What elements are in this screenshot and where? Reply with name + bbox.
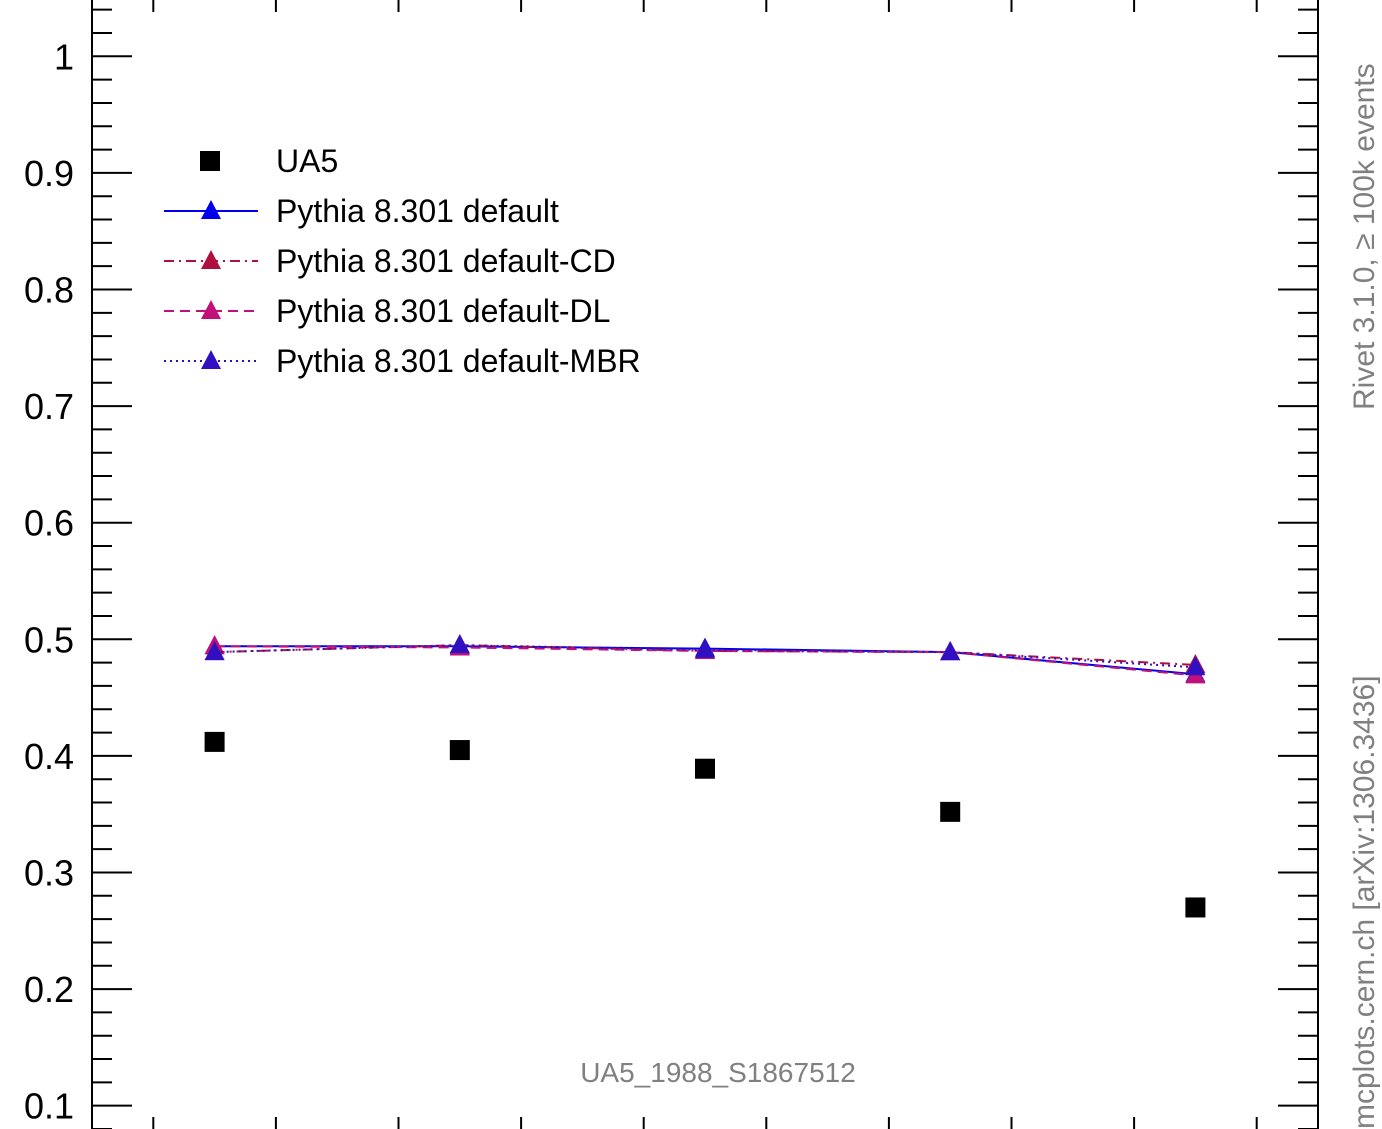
y-tick-label: 0.5 bbox=[24, 619, 74, 660]
series-0 bbox=[204, 731, 1206, 918]
legend-item-1: Pythia 8.301 default bbox=[164, 193, 559, 229]
series-line bbox=[214, 644, 1196, 669]
series-marker bbox=[449, 634, 470, 654]
mcplots-source-label: mcplots.cern.ch [arXiv:1306.3436] bbox=[1348, 675, 1381, 1129]
legend-marker-triangle bbox=[201, 200, 221, 219]
legend-item-2: Pythia 8.301 default-CD bbox=[164, 243, 616, 279]
y-tick-label: 0.7 bbox=[24, 386, 74, 427]
series-marker bbox=[695, 638, 715, 658]
ua5-data-point bbox=[940, 801, 961, 822]
legend: UA5 Pythia 8.301 default Pythia 8.301 defa… bbox=[164, 143, 641, 379]
data-series bbox=[204, 634, 1206, 918]
analysis-id-label: UA5_1988_S1867512 bbox=[580, 1057, 856, 1088]
series-4 bbox=[204, 634, 1206, 676]
rivet-version-label: Rivet 3.1.0, ≥ 100k events bbox=[1348, 63, 1381, 410]
y-tick-label: 0.3 bbox=[24, 852, 74, 893]
ua5-data-point bbox=[449, 740, 470, 761]
legend-item-0: UA5 bbox=[200, 143, 338, 179]
y-tick-label: 0.8 bbox=[24, 269, 74, 310]
legend-marker-triangle bbox=[201, 250, 221, 269]
ua5-data-point bbox=[695, 758, 715, 779]
legend-marker-triangle bbox=[201, 300, 221, 319]
y-tick-label: 0.2 bbox=[24, 969, 74, 1010]
series-marker bbox=[940, 641, 961, 661]
series-marker bbox=[1185, 656, 1206, 676]
legend-label: UA5 bbox=[276, 143, 338, 179]
series-marker bbox=[204, 641, 225, 661]
y-tick-label: 0.9 bbox=[24, 153, 74, 194]
legend-item-4: Pythia 8.301 default-MBR bbox=[164, 343, 641, 379]
legend-marker-triangle bbox=[201, 350, 221, 369]
legend-label: Pythia 8.301 default bbox=[276, 193, 559, 229]
y-tick-label: 1 bbox=[54, 36, 74, 77]
legend-marker-square bbox=[200, 151, 220, 171]
legend-label: Pythia 8.301 default-DL bbox=[276, 293, 610, 329]
y-tick-label: 0.6 bbox=[24, 503, 74, 544]
plot-frame bbox=[91, 0, 1319, 1129]
legend-label: Pythia 8.301 default-CD bbox=[276, 243, 616, 279]
ua5-data-point bbox=[204, 731, 225, 752]
y-tick-label: 0.1 bbox=[24, 1086, 74, 1127]
y-tick-labels: 0.1 0.2 0.3 0.4 0.5 0.6 0.7 0.8 0.9 1 bbox=[24, 36, 74, 1126]
legend-item-3: Pythia 8.301 default-DL bbox=[164, 293, 610, 329]
ua5-data-point bbox=[1185, 897, 1206, 918]
axis-ticks bbox=[92, 0, 1318, 1129]
y-tick-label: 0.4 bbox=[24, 736, 74, 777]
legend-label: Pythia 8.301 default-MBR bbox=[276, 343, 641, 379]
